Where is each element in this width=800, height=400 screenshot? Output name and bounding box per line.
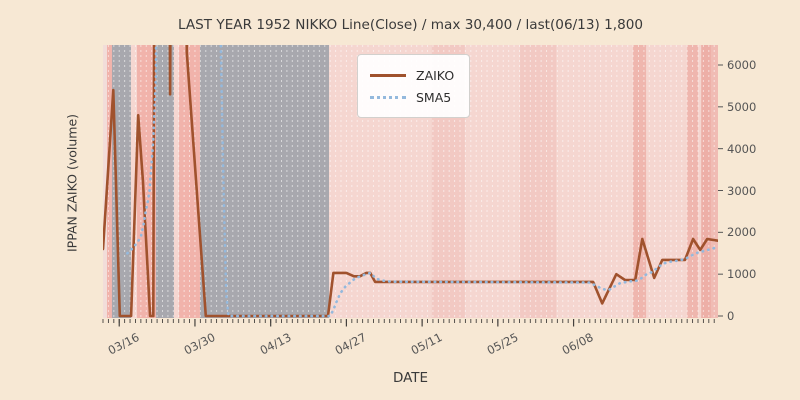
plot-band: [131, 45, 138, 318]
zaiko-line-sample-icon: [370, 73, 406, 77]
plot-band: [156, 45, 175, 318]
plot-band: [200, 45, 330, 318]
legend-label: ZAIKO: [416, 67, 455, 83]
series-group: [103, 45, 718, 318]
sma5-line-sample-icon: [370, 95, 406, 99]
legend-item: SMA5: [370, 86, 454, 108]
legend-box: ZAIKO SMA5: [357, 54, 471, 118]
y-tick-label: 0: [727, 309, 735, 323]
plot-band: [103, 45, 108, 318]
y-axis-label: IPPAN ZAIKO (volume): [64, 113, 80, 253]
x-axis-label: DATE: [392, 370, 429, 386]
plot-band: [520, 45, 557, 318]
zaiko-line: [103, 45, 718, 318]
y-tick-label: 2000: [727, 225, 757, 240]
sma5-line: [126, 45, 718, 318]
chart-title: LAST YEAR 1952 NIKKO Line(Close) / max 3…: [177, 17, 644, 33]
plot-band: [633, 45, 647, 318]
y-tick-label: 4000: [727, 141, 757, 156]
plot-band: [701, 45, 711, 318]
legend-item: ZAIKO: [370, 64, 454, 86]
y-tick-label: 1000: [727, 267, 757, 282]
axis-ticks-group: [102, 64, 723, 327]
plot-band: [174, 45, 179, 318]
y-tick-label: 6000: [727, 58, 757, 72]
y-tick-label: 3000: [727, 183, 757, 198]
plot-band: [107, 45, 112, 318]
y-tick-label: 5000: [727, 99, 757, 114]
legend-label: SMA5: [416, 89, 452, 105]
